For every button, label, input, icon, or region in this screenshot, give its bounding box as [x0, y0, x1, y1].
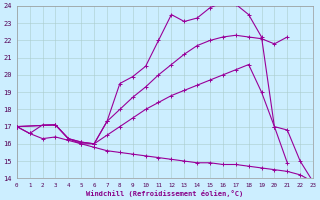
X-axis label: Windchill (Refroidissement éolien,°C): Windchill (Refroidissement éolien,°C)	[86, 190, 244, 197]
